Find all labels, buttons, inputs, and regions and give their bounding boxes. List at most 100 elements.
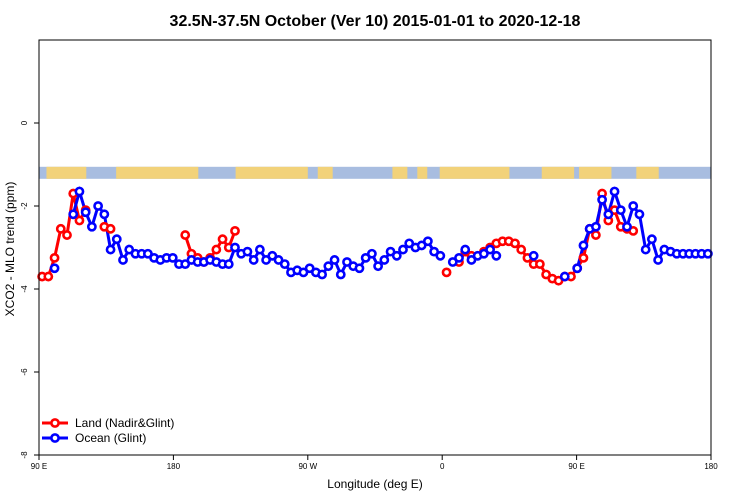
ocean-data-point [597,194,608,205]
ocean-data-point [485,244,496,255]
ocean-data-point [99,209,110,220]
ocean-data-point [167,252,178,263]
ocean-data-point [590,221,601,232]
ocean-data-point [435,250,446,261]
ocean-data-point [609,186,620,197]
land-data-point [105,223,116,234]
x-tick-label: 180 [167,462,181,471]
land-data-point [180,230,191,240]
ocean-data-point [267,250,278,261]
ocean-data-point [466,255,477,265]
land-data-point [55,223,66,234]
ocean-data-point [74,186,85,197]
ocean-data-point [118,255,128,265]
land-segment [116,166,199,179]
ocean-data-point [223,259,234,269]
ocean-data-point [273,255,284,265]
land-data-point [441,267,452,278]
land-mask-band [39,166,711,179]
ocean-data-point [111,234,122,245]
ocean-data-point [429,246,440,257]
ocean-data-point [335,269,346,280]
y-tick-label: -8 [20,451,29,459]
land-segment [417,166,428,179]
land-segment [541,166,575,179]
x-axis: 90 E 180 90 W 0 90 E 180 [31,455,718,471]
y-tick-label: 0 [20,120,29,125]
ocean-data-point [416,240,427,251]
legend: Land (Nadir&Glint)Ocean (Glint) [42,416,174,445]
land-data-point [590,230,601,240]
x-tick-label: 90 E [568,462,584,471]
ocean-data-point [491,250,502,261]
ocean-data-point [373,261,384,272]
land-data-point [217,234,228,245]
ocean-data-point [454,252,464,263]
land-segment [235,166,308,179]
land-data-point [43,271,54,282]
ocean-data-point [360,252,371,263]
y-axis-label: XCO2 - MLO trend (ppm) [3,182,17,317]
land-segment [439,166,510,179]
land-data-point [553,275,564,286]
ocean-data-point [230,242,240,253]
ocean-data-point [242,246,253,257]
ocean-data-point [124,244,135,255]
ocean-data-point [68,209,79,220]
ocean-data-point [342,257,352,267]
ocean-data-point [572,263,583,274]
ocean-data-point [254,244,265,255]
ocean-data-point [640,244,651,255]
ocean-data-point [49,263,60,274]
x-tick-label: 180 [704,462,718,471]
ocean-data-point [354,263,365,274]
land-data-point [534,259,545,269]
ocean-data-point [646,234,657,245]
land-segment [636,166,659,179]
land-data-point [541,269,552,280]
land-data-point [628,225,639,236]
ocean-data-point [80,207,91,218]
plot-frame [38,39,712,456]
ocean-data-point [702,248,713,259]
ocean-data-point [366,248,377,259]
legend-label: Ocean (Glint) [75,431,146,445]
legend-marker [50,433,60,443]
ocean-data-point [279,259,290,269]
land-data-point [230,225,240,236]
land-segment [579,166,612,179]
ocean-data-point [653,255,664,265]
y-axis: 0 -2 -4 -6 -8 [20,120,39,459]
ocean-data-point [528,250,539,261]
land-segment [46,166,87,179]
ocean-data-point [329,255,340,265]
legend-label: Land (Nadir&Glint) [75,416,174,430]
ocean-data-point [559,271,570,282]
ocean-data-point [385,246,396,257]
land-data-point [49,252,60,263]
ocean-data-point [180,259,191,269]
ocean-data-point [317,269,328,280]
land-data-point [74,215,85,226]
chart-title: 32.5N-37.5N October (Ver 10) 2015-01-01 … [170,13,581,30]
ocean-data-point [298,267,309,278]
y-tick-label: -4 [20,285,29,293]
ocean-data-point [248,255,259,265]
ocean-data-point [105,244,116,255]
ocean-data-point [86,221,97,232]
ocean-data-point [404,238,415,249]
ocean-data-point [142,248,153,259]
ocean-data-point [578,240,589,251]
ocean-data-point [447,257,458,267]
x-tick-label: 0 [440,462,445,471]
ocean-data-point [634,209,645,220]
ocean-data-point [398,244,408,255]
x-tick-label: 90 E [31,462,47,471]
ocean-data-point [304,263,315,274]
land-segment [317,166,333,179]
series-points [37,186,713,286]
y-tick-label: -6 [20,368,29,376]
land-data-point [62,230,72,240]
land-data-point [578,252,589,263]
